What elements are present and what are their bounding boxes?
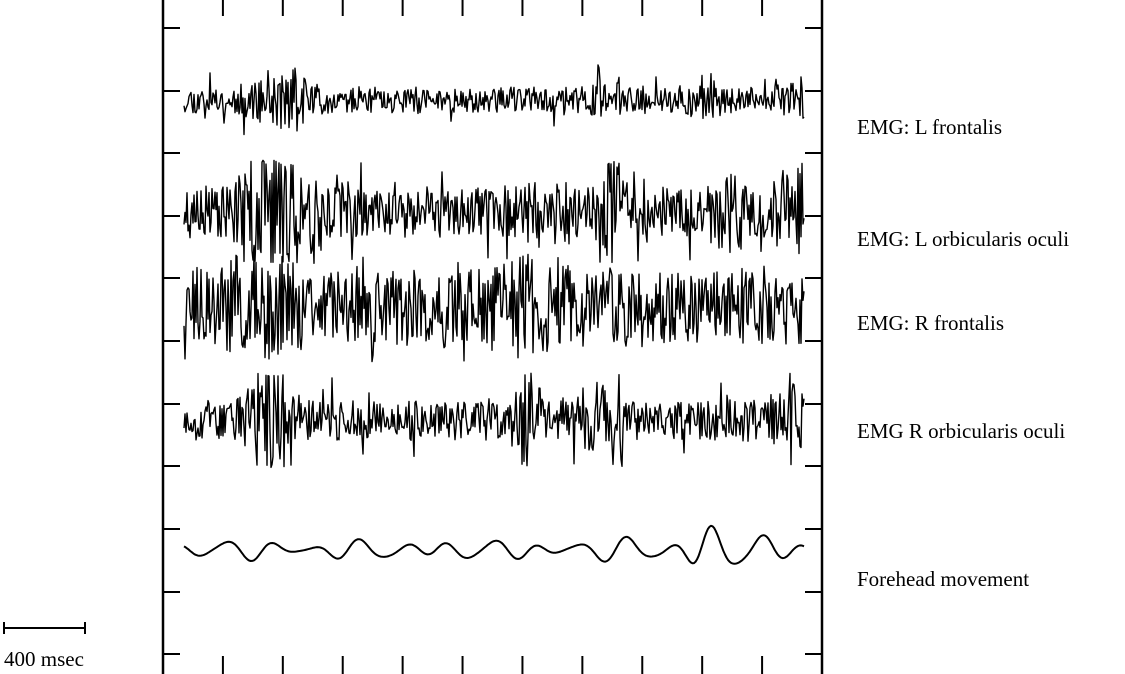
- trace-line: [183, 159, 805, 264]
- trace-line: [183, 253, 805, 363]
- trace-line: [183, 372, 805, 469]
- trace-label: EMG: L orbicularis oculi: [857, 227, 1069, 251]
- trace-line: [183, 64, 805, 136]
- traces: [183, 64, 805, 565]
- trace-label: EMG R orbicularis oculi: [857, 419, 1065, 443]
- axis-ticks: [163, 0, 822, 674]
- trace-line: [183, 524, 805, 565]
- plot-frame: [161, 0, 824, 674]
- scale-bar: 400 msec: [3, 622, 86, 671]
- trace-labels: EMG: L frontalis EMG: L orbicularis oculi…: [857, 115, 1069, 591]
- trace-label: Forehead movement: [857, 567, 1029, 591]
- scale-bar-label: 400 msec: [4, 647, 84, 671]
- trace-label: EMG: R frontalis: [857, 311, 1004, 335]
- trace-label: EMG: L frontalis: [857, 115, 1002, 139]
